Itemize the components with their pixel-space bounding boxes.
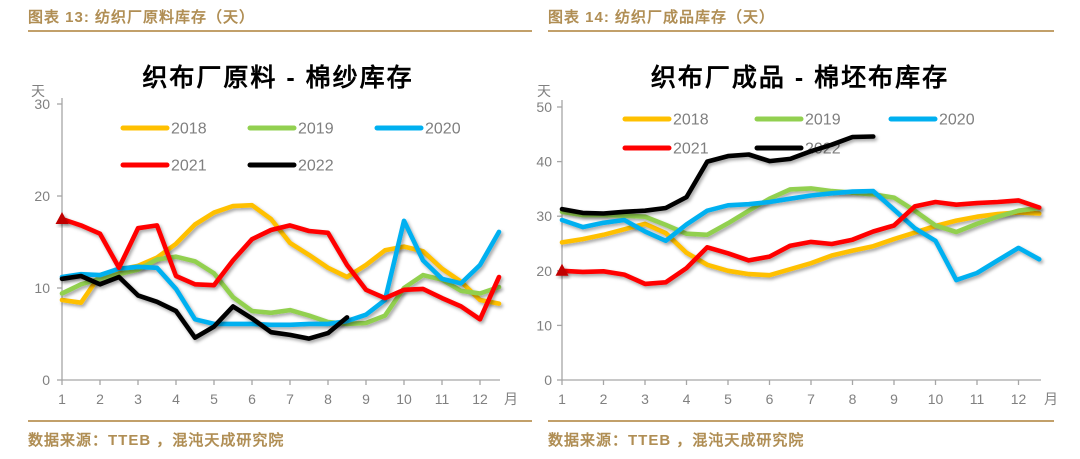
y-axis-unit-label: 天 [537, 83, 551, 99]
y-tick-label: 10 [34, 280, 50, 296]
start-triangle-marker-2021 [55, 212, 69, 224]
x-tick-label: 5 [210, 391, 218, 407]
x-tick-label: 12 [1011, 391, 1027, 407]
x-tick-label: 6 [766, 391, 774, 407]
x-tick-label: 12 [472, 391, 488, 407]
series-line-2019 [559, 186, 1042, 238]
y-tick-label: 30 [536, 208, 552, 224]
series-line-2021 [559, 198, 1042, 287]
x-tick-label: 5 [724, 391, 732, 407]
legend-label-2022: 2022 [298, 158, 334, 175]
legend-label-2021: 2021 [171, 158, 207, 175]
legend-label-2020: 2020 [425, 121, 461, 138]
x-tick-label: 3 [641, 391, 649, 407]
y-axis-unit-label: 天 [31, 83, 45, 99]
x-tick-label: 9 [362, 391, 370, 407]
axes [557, 100, 1041, 385]
x-tick-label: 9 [890, 391, 898, 407]
x-tick-label: 1 [58, 391, 66, 407]
series-line-2022 [559, 134, 876, 216]
figure14-source: 数据来源：TTEB ，混沌天成研究院 [548, 432, 805, 449]
y-tick-label: 40 [536, 154, 552, 170]
legend-label-2021: 2021 [673, 141, 709, 158]
x-tick-label: 2 [96, 391, 104, 407]
y-tick-label: 50 [536, 99, 552, 115]
x-axis-unit-label: 月 [1044, 391, 1058, 407]
x-tick-label: 8 [849, 391, 857, 407]
series-line-2021 [59, 216, 502, 322]
legend-label-2018: 2018 [171, 121, 207, 138]
footer-rule-left [28, 420, 532, 422]
x-tick-label: 7 [286, 391, 294, 407]
legend-label-2019: 2019 [805, 112, 841, 129]
y-tick-label: 10 [536, 317, 552, 333]
series-line-2022 [59, 273, 350, 341]
series-line-2020 [559, 188, 1042, 283]
x-tick-label: 4 [172, 391, 180, 407]
series-line-2020 [59, 218, 502, 328]
x-tick-label: 11 [970, 391, 985, 407]
figure14-header: 图表 14: 纺织厂成品库存（天） [548, 9, 776, 26]
x-tick-label: 2 [600, 391, 608, 407]
y-tick-label: 0 [544, 372, 552, 388]
header-rule-right [548, 30, 1054, 32]
x-tick-label: 10 [928, 391, 944, 407]
x-tick-label: 4 [683, 391, 691, 407]
legend-label-2019: 2019 [298, 121, 334, 138]
y-tick-label: 20 [34, 188, 50, 204]
legend: 2018 2019 2020 2021 2022 [120, 121, 461, 175]
axes [57, 98, 500, 385]
y-tick-label: 0 [42, 372, 50, 388]
x-axis-unit-label: 月 [504, 391, 518, 407]
legend-label-2018: 2018 [673, 112, 709, 129]
x-tick-label: 10 [396, 391, 412, 407]
x-tick-label: 1 [558, 391, 566, 407]
header-rule-left [28, 30, 532, 32]
series-line-2018 [559, 210, 1042, 278]
legend-label-2020: 2020 [939, 112, 975, 129]
series-line-2019 [59, 254, 502, 327]
footer-rule-right [548, 420, 1054, 422]
chart-title: 织布厂成品 - 棉坯布库存 [651, 63, 949, 92]
y-tick-label: 20 [536, 263, 552, 279]
x-tick-label: 8 [324, 391, 332, 407]
chart-title: 织布厂原料 - 棉纱库存 [142, 63, 413, 92]
x-tick-label: 7 [807, 391, 815, 407]
x-tick-label: 6 [248, 391, 256, 407]
x-tick-label: 3 [134, 391, 142, 407]
figure13-header: 图表 13: 纺织厂原料库存（天） [28, 9, 256, 26]
y-tick-label: 30 [34, 96, 50, 112]
figure13-source: 数据来源：TTEB ，混沌天成研究院 [28, 432, 285, 449]
x-tick-label: 11 [435, 391, 450, 407]
start-triangle-marker-2021 [555, 263, 569, 276]
